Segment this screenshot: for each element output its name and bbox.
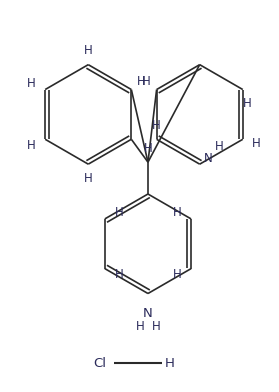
Text: H: H <box>27 77 36 90</box>
Text: H: H <box>142 75 151 88</box>
Text: H: H <box>173 268 181 281</box>
Text: H: H <box>27 139 36 152</box>
Text: H: H <box>152 119 161 132</box>
Text: H: H <box>165 357 175 370</box>
Text: H: H <box>252 137 261 150</box>
Text: H: H <box>144 142 152 155</box>
Text: H: H <box>137 75 146 88</box>
Text: N: N <box>204 152 213 165</box>
Text: H: H <box>114 268 123 281</box>
Text: H: H <box>84 44 93 57</box>
Text: H: H <box>215 140 224 153</box>
Text: Cl: Cl <box>94 357 107 370</box>
Text: H: H <box>173 207 181 220</box>
Text: H: H <box>242 97 251 110</box>
Text: H: H <box>151 320 160 333</box>
Text: N: N <box>143 307 153 320</box>
Text: H: H <box>114 207 123 220</box>
Text: H: H <box>136 320 144 333</box>
Text: H: H <box>84 172 93 185</box>
